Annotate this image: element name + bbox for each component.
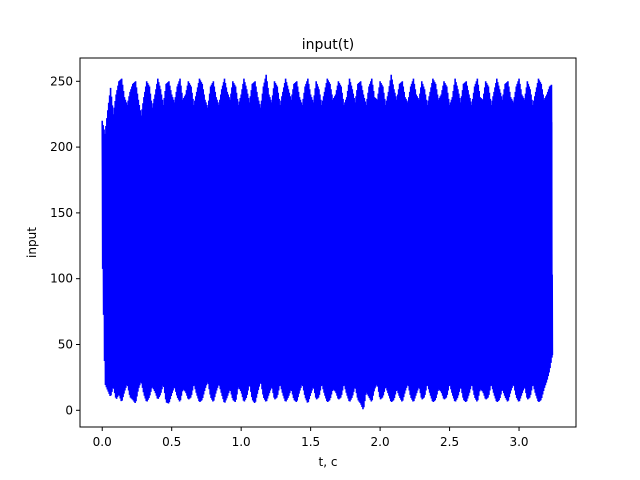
x-tick-label: 2.0	[371, 435, 390, 449]
x-tick-label: 0.0	[93, 435, 112, 449]
x-tick-label: 1.5	[301, 435, 320, 449]
x-tick-label: 3.0	[509, 435, 528, 449]
y-tick-label: 0	[65, 403, 73, 417]
y-tick-label: 150	[50, 206, 73, 220]
x-axis-label: t, c	[319, 455, 338, 469]
plot-layer	[101, 74, 554, 410]
x-tick-label: 1.0	[232, 435, 251, 449]
series-line-input	[101, 74, 554, 410]
chart-title: input(t)	[302, 37, 354, 53]
y-tick-label: 250	[50, 74, 73, 88]
x-axis: 0.0 0.5 1.0 1.5 2.0 2.5 3.0	[93, 427, 529, 449]
series-band-input	[102, 120, 553, 367]
y-tick-label: 200	[50, 140, 73, 154]
axes-frame	[79, 57, 577, 428]
x-tick-label: 0.5	[162, 435, 181, 449]
y-axis: 0 50 100 150 200 250	[50, 74, 80, 417]
x-tick-label: 2.5	[440, 435, 459, 449]
y-tick-label: 100	[50, 272, 73, 286]
y-axis-label: input	[25, 227, 39, 258]
y-tick-label: 50	[58, 337, 73, 351]
